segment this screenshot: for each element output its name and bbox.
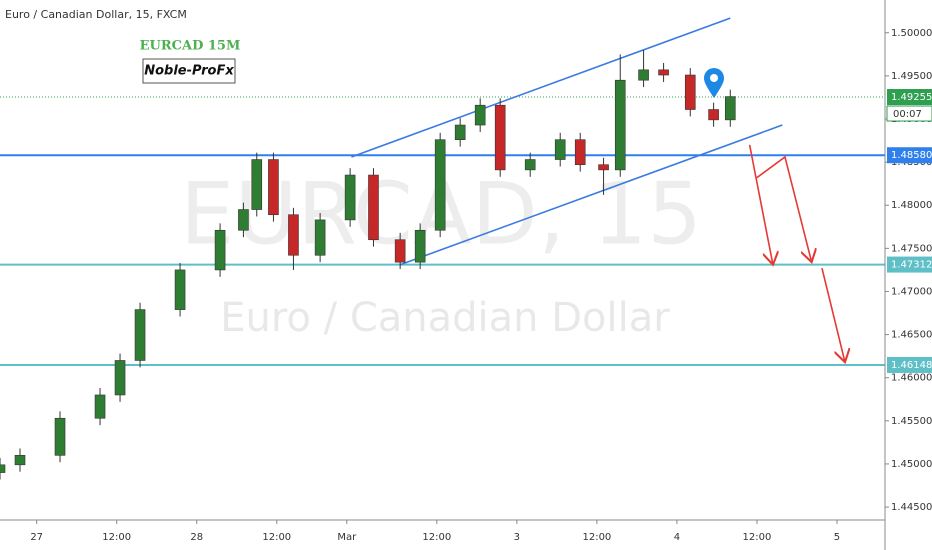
candle-body bbox=[598, 164, 609, 171]
x-tick-label: 5 bbox=[834, 532, 840, 543]
candle-body bbox=[724, 96, 736, 121]
x-tick-label: 12:00 bbox=[582, 532, 611, 543]
plot bbox=[0, 17, 885, 480]
candle-body bbox=[238, 209, 249, 231]
candle-body bbox=[134, 309, 146, 361]
trend-line bbox=[399, 124, 783, 266]
y-tick-label: 1.49500 bbox=[891, 71, 932, 82]
candle-body bbox=[251, 159, 263, 210]
level-label: 1.47312 bbox=[891, 260, 932, 271]
countdown-box bbox=[886, 105, 932, 122]
x-tick-label: 12:00 bbox=[743, 532, 772, 543]
y-tick-label: 1.50000 bbox=[891, 28, 932, 39]
x-tick-label: 12:00 bbox=[422, 532, 451, 543]
y-tick-label: 1.48000 bbox=[891, 200, 932, 211]
candle-body bbox=[14, 455, 26, 466]
y-tick-label: 1.47000 bbox=[891, 286, 932, 297]
x-tick-label: 27 bbox=[30, 532, 43, 543]
level-label-box bbox=[887, 356, 932, 373]
candle-body bbox=[344, 174, 356, 221]
candle-body bbox=[708, 109, 719, 121]
candle-body bbox=[554, 139, 566, 160]
candle-body bbox=[114, 360, 126, 396]
y-tick-label: 1.46000 bbox=[891, 373, 932, 384]
candle-body bbox=[0, 464, 6, 473]
x-tick-label: 3 bbox=[514, 532, 520, 543]
candle-body bbox=[658, 69, 669, 76]
x-tick-label: 4 bbox=[674, 532, 680, 543]
chart-title: Euro / Canadian Dollar, 15, FXCM bbox=[5, 8, 187, 21]
level-label: 1.48580 bbox=[891, 150, 932, 161]
x-tick-label: 28 bbox=[190, 532, 203, 543]
candle-body bbox=[314, 219, 326, 256]
annotation-label: EURCAD 15M bbox=[140, 39, 241, 54]
candle-body bbox=[288, 214, 299, 256]
forecast-arrow bbox=[821, 268, 845, 362]
candle-body bbox=[54, 417, 66, 456]
candle-body bbox=[414, 229, 426, 263]
y-tick-label: 1.45000 bbox=[891, 459, 932, 470]
candle-body bbox=[174, 269, 186, 310]
last-price-label: 1.49255 bbox=[891, 92, 932, 103]
candle-body bbox=[94, 394, 106, 419]
candle-body bbox=[638, 69, 649, 81]
level-label-box bbox=[887, 256, 932, 273]
candle-body bbox=[214, 229, 226, 271]
annotation-box bbox=[142, 58, 236, 84]
level-label: 1.46148 bbox=[891, 360, 932, 371]
x-tick-label: 12:00 bbox=[262, 532, 291, 543]
x-tick-label: Mar bbox=[337, 532, 357, 543]
candle-body bbox=[394, 239, 406, 263]
y-tick-label: 1.47500 bbox=[891, 243, 932, 254]
candle-body bbox=[684, 74, 696, 110]
candle-body bbox=[574, 139, 586, 166]
level-label-box bbox=[887, 147, 932, 164]
candle-body bbox=[368, 174, 379, 241]
x-tick-label: 12:00 bbox=[102, 532, 131, 543]
candle-body bbox=[454, 124, 466, 141]
candle-body bbox=[434, 139, 446, 231]
watermark-subtitle: Euro / Canadian Dollar bbox=[220, 295, 670, 341]
y-tick-label: 1.45500 bbox=[891, 416, 932, 427]
trend-line bbox=[351, 17, 731, 158]
forecast-arrow bbox=[748, 144, 773, 265]
location-pin bbox=[704, 68, 724, 98]
last-price-box bbox=[887, 89, 932, 106]
candle-body bbox=[474, 104, 486, 126]
annotation-label: Noble-ProFx bbox=[144, 64, 234, 79]
countdown-label: 00:07 bbox=[893, 109, 922, 120]
candle-body bbox=[268, 159, 279, 216]
candle-body bbox=[524, 159, 536, 171]
candle-body bbox=[614, 79, 626, 171]
y-tick-label: 1.44500 bbox=[891, 502, 932, 513]
forecast-arrow bbox=[756, 155, 812, 262]
candle-body bbox=[494, 104, 506, 171]
y-tick-label: 1.46500 bbox=[891, 330, 932, 341]
